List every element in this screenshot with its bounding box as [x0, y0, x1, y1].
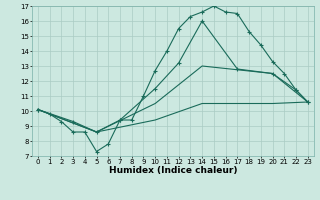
X-axis label: Humidex (Indice chaleur): Humidex (Indice chaleur)	[108, 166, 237, 175]
